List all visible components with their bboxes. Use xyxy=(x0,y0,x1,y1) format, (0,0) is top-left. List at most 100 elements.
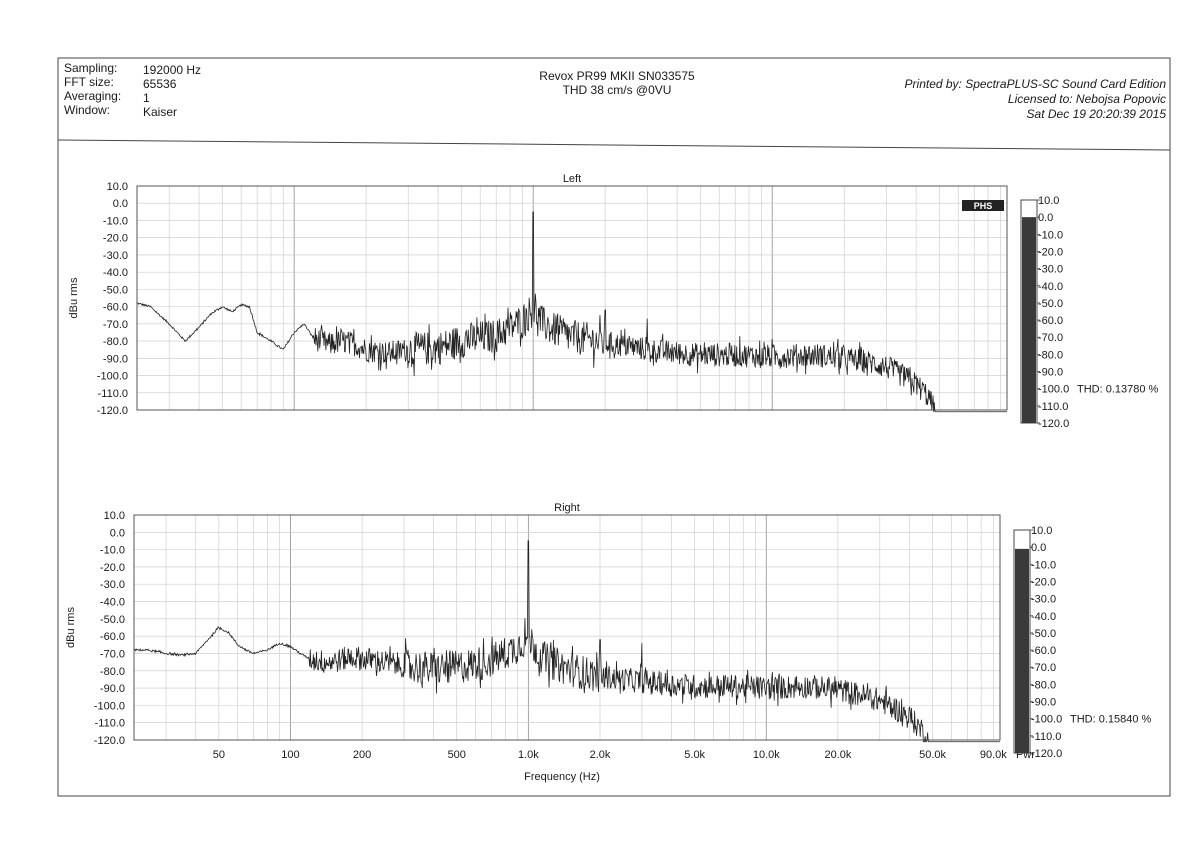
charts: Left 10.0 0.0 -10.0 -20.0 -30.0 -40.0 -50.0 -60.… xyxy=(65,173,1159,783)
y-tick-label: -40.0 xyxy=(103,267,128,279)
y-tick-label: -100.0 xyxy=(94,700,125,712)
y-tick-label: -80.0 xyxy=(103,336,128,348)
level-meter-label: -80.0 xyxy=(1038,349,1063,361)
level-meter-label: -10.0 xyxy=(1038,229,1063,241)
x-tick-label: 200 xyxy=(353,749,371,761)
level-meter-label: -10.0 xyxy=(1031,559,1056,571)
info-value-averaging: 1 xyxy=(143,91,150,105)
x-tick-label: 100 xyxy=(281,749,299,761)
x-tick-label: 1.0k xyxy=(518,749,539,761)
y-tick-label: -50.0 xyxy=(100,614,125,626)
level-meter-label: -100.0 xyxy=(1031,714,1062,726)
thd-readout: THD: 0.15840 % xyxy=(1070,714,1152,726)
x-tick-label: 50 xyxy=(213,749,225,761)
plot-grid xyxy=(134,514,1000,741)
y-tick-label: -90.0 xyxy=(100,683,125,695)
report-title: Revox PR99 MKII SN033575 xyxy=(539,69,695,83)
level-meter-label: 0.0 xyxy=(1031,542,1046,554)
level-meter-label: -40.0 xyxy=(1031,611,1056,623)
level-meter-fill xyxy=(1022,217,1036,423)
x-tick-label: 20.0k xyxy=(824,749,851,761)
info-label-averaging: Averaging: xyxy=(64,89,121,103)
y-tick-label: -50.0 xyxy=(103,284,128,296)
info-value-sampling: 192000 Hz xyxy=(143,63,201,77)
y-axis-label: dBu rms xyxy=(68,277,80,318)
info-label-window: Window: xyxy=(64,103,110,117)
spectrum-trace-right xyxy=(133,540,1000,743)
level-meter-label: -50.0 xyxy=(1038,298,1063,310)
level-meter-fill xyxy=(1015,548,1029,753)
y-tick-label: -80.0 xyxy=(100,666,125,678)
level-meter-label: -20.0 xyxy=(1031,576,1056,588)
y-tick-label: -60.0 xyxy=(103,302,128,314)
info-value-window: Kaiser xyxy=(143,105,177,119)
level-meter-label: -110.0 xyxy=(1031,731,1061,743)
y-tick-label: 0.0 xyxy=(113,198,128,210)
header-divider xyxy=(57,139,1171,151)
info-value-fft-size: 65536 xyxy=(143,77,177,91)
y-tick-label: -40.0 xyxy=(100,597,125,609)
page-frame xyxy=(57,57,1171,797)
level-meter-label: 10.0 xyxy=(1038,195,1059,207)
level-meter-label: -110.0 xyxy=(1038,401,1068,413)
x-tick-label: 90.0k xyxy=(980,749,1007,761)
y-tick-label: -60.0 xyxy=(100,631,125,643)
print-date: Sat Dec 19 20:20:39 2015 xyxy=(1027,107,1167,121)
level-meter-label: -50.0 xyxy=(1031,628,1056,640)
chart-right: Right 10.0 0.0 -10.0 -20.0 -30.0 -40.0 -50.0 -60… xyxy=(65,502,1152,783)
measurement-info: Sampling: 192000 Hz FFT size: 65536 Aver… xyxy=(64,61,201,119)
level-meter-label: -100.0 xyxy=(1038,384,1069,396)
phs-logo-text: PHS xyxy=(974,201,993,211)
level-meter-label: 0.0 xyxy=(1038,212,1053,224)
level-meter-label: -90.0 xyxy=(1031,697,1056,709)
x-tick-label: 5.0k xyxy=(684,749,705,761)
thd-readout: THD: 0.13780 % xyxy=(1077,384,1159,396)
report-subtitle: THD 38 cm/s @0VU xyxy=(563,83,672,97)
phs-logo: PHS xyxy=(962,200,1004,211)
y-tick-label: -30.0 xyxy=(103,250,128,262)
y-tick-label: -10.0 xyxy=(100,545,125,557)
y-axis-label: dBu rms xyxy=(65,607,77,648)
x-axis-label: Frequency (Hz) xyxy=(524,771,600,783)
y-tick-label: -110.0 xyxy=(95,718,125,730)
plot-frame xyxy=(136,185,1008,411)
level-meter-label: -80.0 xyxy=(1031,679,1056,691)
licensed-to: Licensed to: Nebojsa Popovic xyxy=(1008,92,1166,106)
level-meter-label: -90.0 xyxy=(1038,367,1063,379)
info-label-sampling: Sampling: xyxy=(64,61,117,75)
level-meter-label: -70.0 xyxy=(1031,662,1056,674)
y-tick-label: -30.0 xyxy=(100,579,125,591)
level-meter-label: -20.0 xyxy=(1038,246,1063,258)
level-meter: 10.0 0.0 -10.0 -20.0 -30.0 -40.0 -50.0 -60.0 -70… xyxy=(1013,525,1062,760)
y-tick-label: -120.0 xyxy=(94,735,125,747)
y-tick-label: -90.0 xyxy=(103,353,128,365)
y-tick-label: -100.0 xyxy=(97,371,128,383)
y-tick-label: 10.0 xyxy=(107,181,128,193)
chart-left: Left 10.0 0.0 -10.0 -20.0 -30.0 -40.0 -50.0 -60.… xyxy=(68,173,1159,430)
x-tick-label: 500 xyxy=(448,749,466,761)
level-meter-label: -30.0 xyxy=(1031,594,1056,606)
level-meter-label: -120.0 xyxy=(1031,748,1062,760)
y-tick-label: 0.0 xyxy=(110,527,125,539)
x-tick-label: 50.0k xyxy=(919,749,946,761)
y-tick-label: -110.0 xyxy=(98,388,128,400)
spectrum-trace-left xyxy=(136,211,1007,413)
phs-logo-box xyxy=(962,200,1004,211)
info-label-fft-size: FFT size: xyxy=(64,75,114,89)
level-meter-label: -60.0 xyxy=(1031,645,1056,657)
printed-by: Printed by: SpectraPLUS-SC Sound Card Ed… xyxy=(905,77,1167,91)
chart-title: Left xyxy=(563,173,581,185)
y-tick-label: -20.0 xyxy=(100,562,125,574)
level-meter-label: -120.0 xyxy=(1038,418,1069,430)
x-tick-label: 10.0k xyxy=(753,749,780,761)
level-meter-label: -30.0 xyxy=(1038,264,1063,276)
chart-title: Right xyxy=(554,502,580,514)
x-tick-label: 2.0k xyxy=(590,749,611,761)
y-tick-label: -10.0 xyxy=(103,215,128,227)
y-tick-label: 10.0 xyxy=(104,510,125,522)
level-meter-label: -40.0 xyxy=(1038,281,1063,293)
level-meter-label: -60.0 xyxy=(1038,315,1063,327)
y-tick-label: -20.0 xyxy=(103,233,128,245)
y-tick-label: -70.0 xyxy=(103,319,128,331)
